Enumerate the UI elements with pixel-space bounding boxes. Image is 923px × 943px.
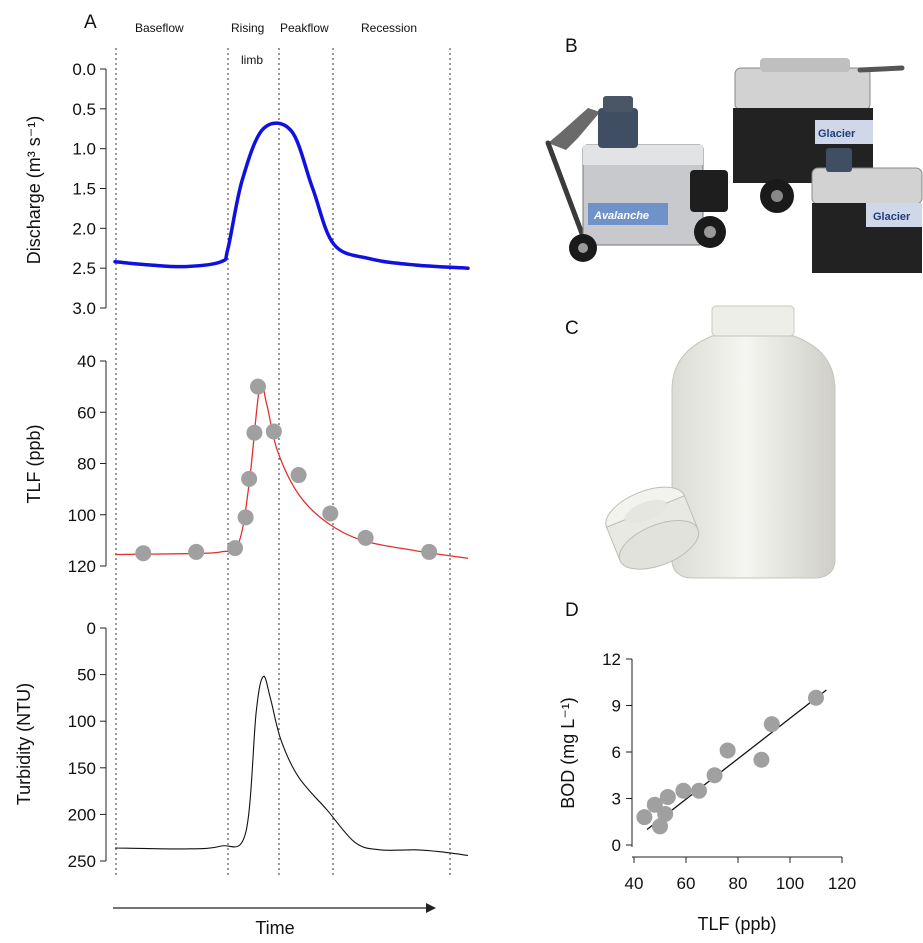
turbidity-series-line [114, 675, 469, 856]
tlf-data-point [290, 467, 307, 484]
y-tick-label: 2.0 [72, 219, 96, 238]
phase-dividers [115, 48, 451, 875]
y-tick-label: 0.0 [72, 60, 96, 79]
tlf-points [135, 378, 438, 562]
bod-data-point [808, 689, 824, 706]
glacier-sampler-image: Glacier [811, 148, 923, 273]
phase-baseflow: Baseflow [135, 21, 184, 35]
y-tick-label: 1.5 [72, 180, 96, 199]
time-label: Time [255, 918, 294, 938]
y-ticks: 40 60 80 100 120 [68, 352, 106, 576]
bod-x-label: TLF (ppb) [697, 914, 776, 934]
bod-data-point [659, 788, 676, 805]
y-tick-label: 2.5 [72, 259, 96, 278]
tlf-data-point [421, 543, 438, 560]
panel-label-a: A [84, 12, 97, 33]
tlf-data-point [249, 378, 266, 395]
panel-label-d: D [565, 600, 579, 621]
bod-data-point [657, 806, 674, 822]
x-tick-label: 40 [625, 874, 644, 893]
y-tick-label: 9 [612, 697, 621, 716]
tlf-chart: 40 60 80 100 120 TLF (ppb) [24, 352, 469, 576]
y-tick-label: 50 [77, 666, 96, 685]
y-tick-label: 120 [68, 557, 96, 576]
autosampler-photos: Avalanche Glacier Glacier [545, 58, 923, 273]
x-ticks: 40 60 80 100 120 [625, 857, 856, 893]
discharge-series-line [113, 121, 470, 270]
phase-peakflow: Peakflow [280, 21, 329, 35]
avalanche-brand-label: Avalanche [593, 210, 649, 222]
bod-data-point [646, 796, 663, 813]
glacier-brand-label: Glacier [873, 211, 911, 223]
y-tick-label: 3.0 [72, 299, 96, 318]
discharge-y-label: Discharge (m³ s⁻¹) [24, 116, 44, 265]
phase-rising-limb: limb [241, 53, 263, 67]
y-tick-label: 0 [87, 619, 96, 638]
y-tick-label: 3 [612, 790, 621, 809]
turbidity-y-label: Turbidity (NTU) [14, 683, 34, 805]
bod-data-point [691, 782, 707, 799]
phase-rising: Rising [231, 21, 264, 35]
y-tick-label: 60 [77, 403, 96, 422]
tlf-data-point [246, 424, 263, 441]
y-tick-label: 150 [68, 759, 96, 778]
time-axis-arrow: Time [113, 903, 436, 938]
y-tick-label: 1.0 [72, 140, 96, 159]
tlf-data-point [357, 529, 374, 546]
discharge-chart: 0.0 0.5 1.0 1.5 2.0 2.5 3.0 Discharge (m³ s⁻¹) [24, 60, 470, 318]
tlf-data-point [237, 509, 254, 526]
y-tick-label: 80 [77, 455, 96, 474]
panel-label-b: B [565, 36, 578, 57]
tlf-data-point [322, 505, 339, 522]
y-ticks: 0 50 100 150 200 250 [68, 619, 106, 871]
bod-points [636, 689, 824, 835]
y-tick-label: 100 [68, 506, 96, 525]
turbidity-chart: 0 50 100 150 200 250 Turbidity (NTU) [14, 619, 469, 871]
y-tick-label: 200 [68, 805, 96, 824]
bottle-cap-image [605, 486, 700, 570]
y-tick-label: 250 [68, 852, 96, 871]
bod-data-point [652, 818, 668, 835]
bod-data-point [719, 742, 736, 759]
bod-data-point [763, 716, 780, 733]
bod-tlf-chart: 0 3 6 9 12 40 60 80 100 120 BOD (mg L⁻¹) TLF (pp… [558, 650, 856, 934]
tlf-data-point [241, 470, 258, 487]
y-ticks: 0.0 0.5 1.0 1.5 2.0 2.5 3.0 [72, 60, 106, 318]
glacier-brand-label: Glacier [818, 128, 856, 140]
tlf-data-point [227, 540, 244, 557]
bod-data-point [753, 751, 770, 768]
bod-y-label: BOD (mg L⁻¹) [558, 697, 578, 809]
x-tick-label: 80 [729, 874, 748, 893]
y-tick-label: 40 [77, 352, 96, 371]
tlf-data-point [265, 423, 282, 440]
y-tick-label: 6 [612, 743, 621, 762]
bod-data-point [636, 809, 653, 826]
y-tick-label: 0.5 [72, 100, 96, 119]
phase-recession: Recession [361, 21, 417, 35]
sample-bottle-image [605, 305, 836, 579]
bod-data-point [706, 767, 723, 784]
tlf-y-label: TLF (ppb) [24, 424, 44, 503]
panel-label-c: C [565, 318, 579, 339]
bod-data-point [675, 782, 692, 799]
bod-fit-line [646, 689, 827, 831]
y-tick-label: 0 [612, 836, 621, 855]
y-tick-label: 12 [602, 650, 621, 669]
avalanche-sampler-image: Avalanche [545, 96, 728, 262]
arrowhead-icon [426, 903, 436, 913]
tlf-data-point [188, 543, 205, 560]
y-tick-label: 100 [68, 712, 96, 731]
x-tick-label: 100 [776, 874, 804, 893]
x-tick-label: 60 [677, 874, 696, 893]
x-tick-label: 120 [828, 874, 856, 893]
tlf-data-point [135, 545, 152, 562]
tlf-fit-line [114, 381, 469, 559]
y-ticks: 0 3 6 9 12 [602, 650, 632, 855]
